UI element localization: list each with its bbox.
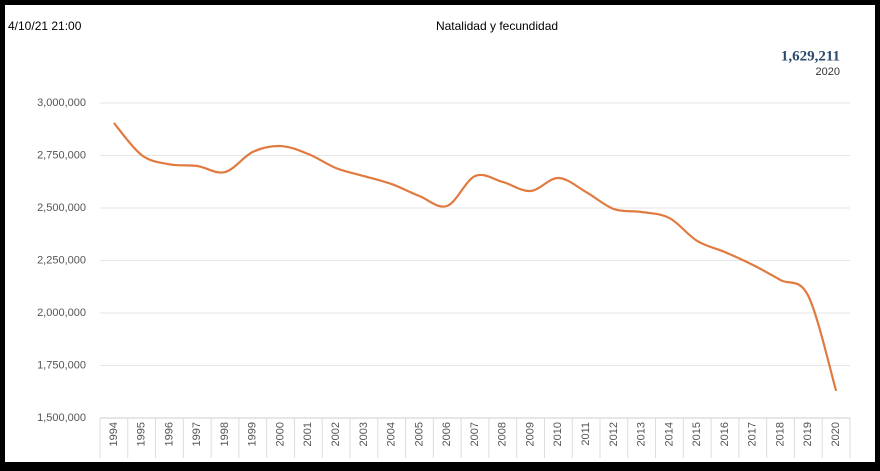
x-tick-label: 2020	[830, 422, 842, 446]
x-tick-label: 2005	[413, 422, 425, 446]
x-tick-label: 2014	[663, 422, 675, 446]
x-tick-label: 2000	[274, 422, 286, 446]
line-series	[113, 122, 838, 392]
x-tick-label: 2018	[774, 422, 786, 446]
x-tick-label: 2002	[330, 422, 342, 446]
y-tick-label: 2,750,000	[37, 149, 86, 161]
y-tick-label: 2,250,000	[37, 254, 86, 266]
x-tick-label: 2010	[552, 422, 564, 446]
x-tick-label: 2004	[386, 422, 398, 446]
x-tick-label: 2017	[747, 422, 759, 446]
x-tick-label: 1998	[219, 422, 231, 446]
x-tick-label: 2011	[580, 422, 592, 446]
x-tick-label: 2012	[608, 422, 620, 446]
x-tick-label: 2009	[524, 422, 536, 446]
x-tick-label: 2008	[497, 422, 509, 446]
x-tick-label: 2016	[719, 422, 731, 446]
x-tick-label: 1996	[163, 422, 175, 446]
x-tick-label: 2013	[636, 422, 648, 446]
y-tick-label: 1,750,000	[37, 359, 86, 371]
chart-title: Natalidad y fecundidad	[436, 19, 558, 33]
x-tick-label: 2003	[358, 422, 370, 446]
timestamp: 4/10/21 21:00	[8, 19, 82, 33]
highlight-value: 1,629,211	[781, 48, 840, 64]
x-tick-label: 2001	[302, 422, 314, 446]
x-tick-label: 1995	[136, 422, 148, 446]
x-tick-label: 2007	[469, 422, 481, 446]
y-tick-label: 2,500,000	[37, 202, 86, 214]
x-tick-label: 2019	[802, 422, 814, 446]
x-tick-label: 2015	[691, 422, 703, 446]
y-tick-label: 2,000,000	[37, 307, 86, 319]
x-tick-label: 2006	[441, 422, 453, 446]
x-tick-label: 1997	[191, 422, 203, 446]
x-tick-label: 1994	[108, 422, 120, 446]
y-tick-label: 1,500,000	[37, 412, 86, 424]
highlight-category: 2020	[816, 66, 840, 78]
y-tick-label: 3,000,000	[37, 97, 86, 109]
x-tick-label: 1999	[247, 422, 259, 446]
